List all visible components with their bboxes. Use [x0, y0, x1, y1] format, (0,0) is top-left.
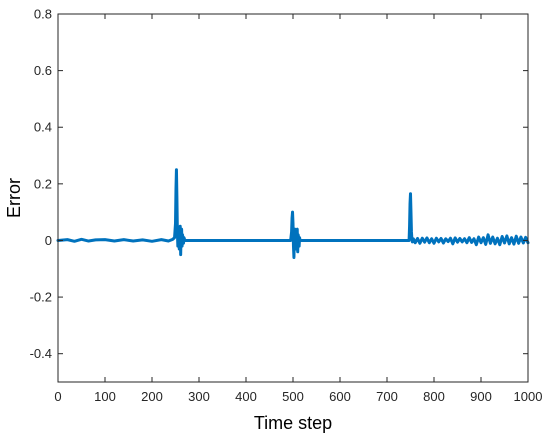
- y-tick-label: 0.8: [34, 7, 52, 22]
- y-axis-title: Error: [4, 178, 24, 218]
- x-tick-label: 200: [141, 389, 163, 404]
- x-tick-label: 1000: [514, 389, 543, 404]
- y-tick-label: 0.4: [34, 120, 52, 135]
- x-tick-label: 800: [423, 389, 445, 404]
- series-line-error: [56, 168, 530, 259]
- x-tick-label: 900: [470, 389, 492, 404]
- x-tick-label: 400: [235, 389, 257, 404]
- x-tick-label: 100: [94, 389, 116, 404]
- plot-area: [58, 14, 528, 382]
- y-tick-label: 0: [45, 233, 52, 248]
- x-tick-label: 600: [329, 389, 351, 404]
- x-tick-label: 700: [376, 389, 398, 404]
- y-tick-label: -0.4: [30, 346, 52, 361]
- y-tick-label: -0.2: [30, 290, 52, 305]
- y-tick-label: 0.2: [34, 176, 52, 191]
- ticks-layer: 0 100 200 300 400 500 600 700 800 900 1000 -0.4 -0.2…: [30, 7, 543, 405]
- x-tick-label: 300: [188, 389, 210, 404]
- x-axis-title: Time step: [254, 413, 332, 433]
- x-tick-label: 500: [282, 389, 304, 404]
- y-tick-label: 0.6: [34, 63, 52, 78]
- x-tick-label: 0: [54, 389, 61, 404]
- series-layer: [56, 168, 530, 259]
